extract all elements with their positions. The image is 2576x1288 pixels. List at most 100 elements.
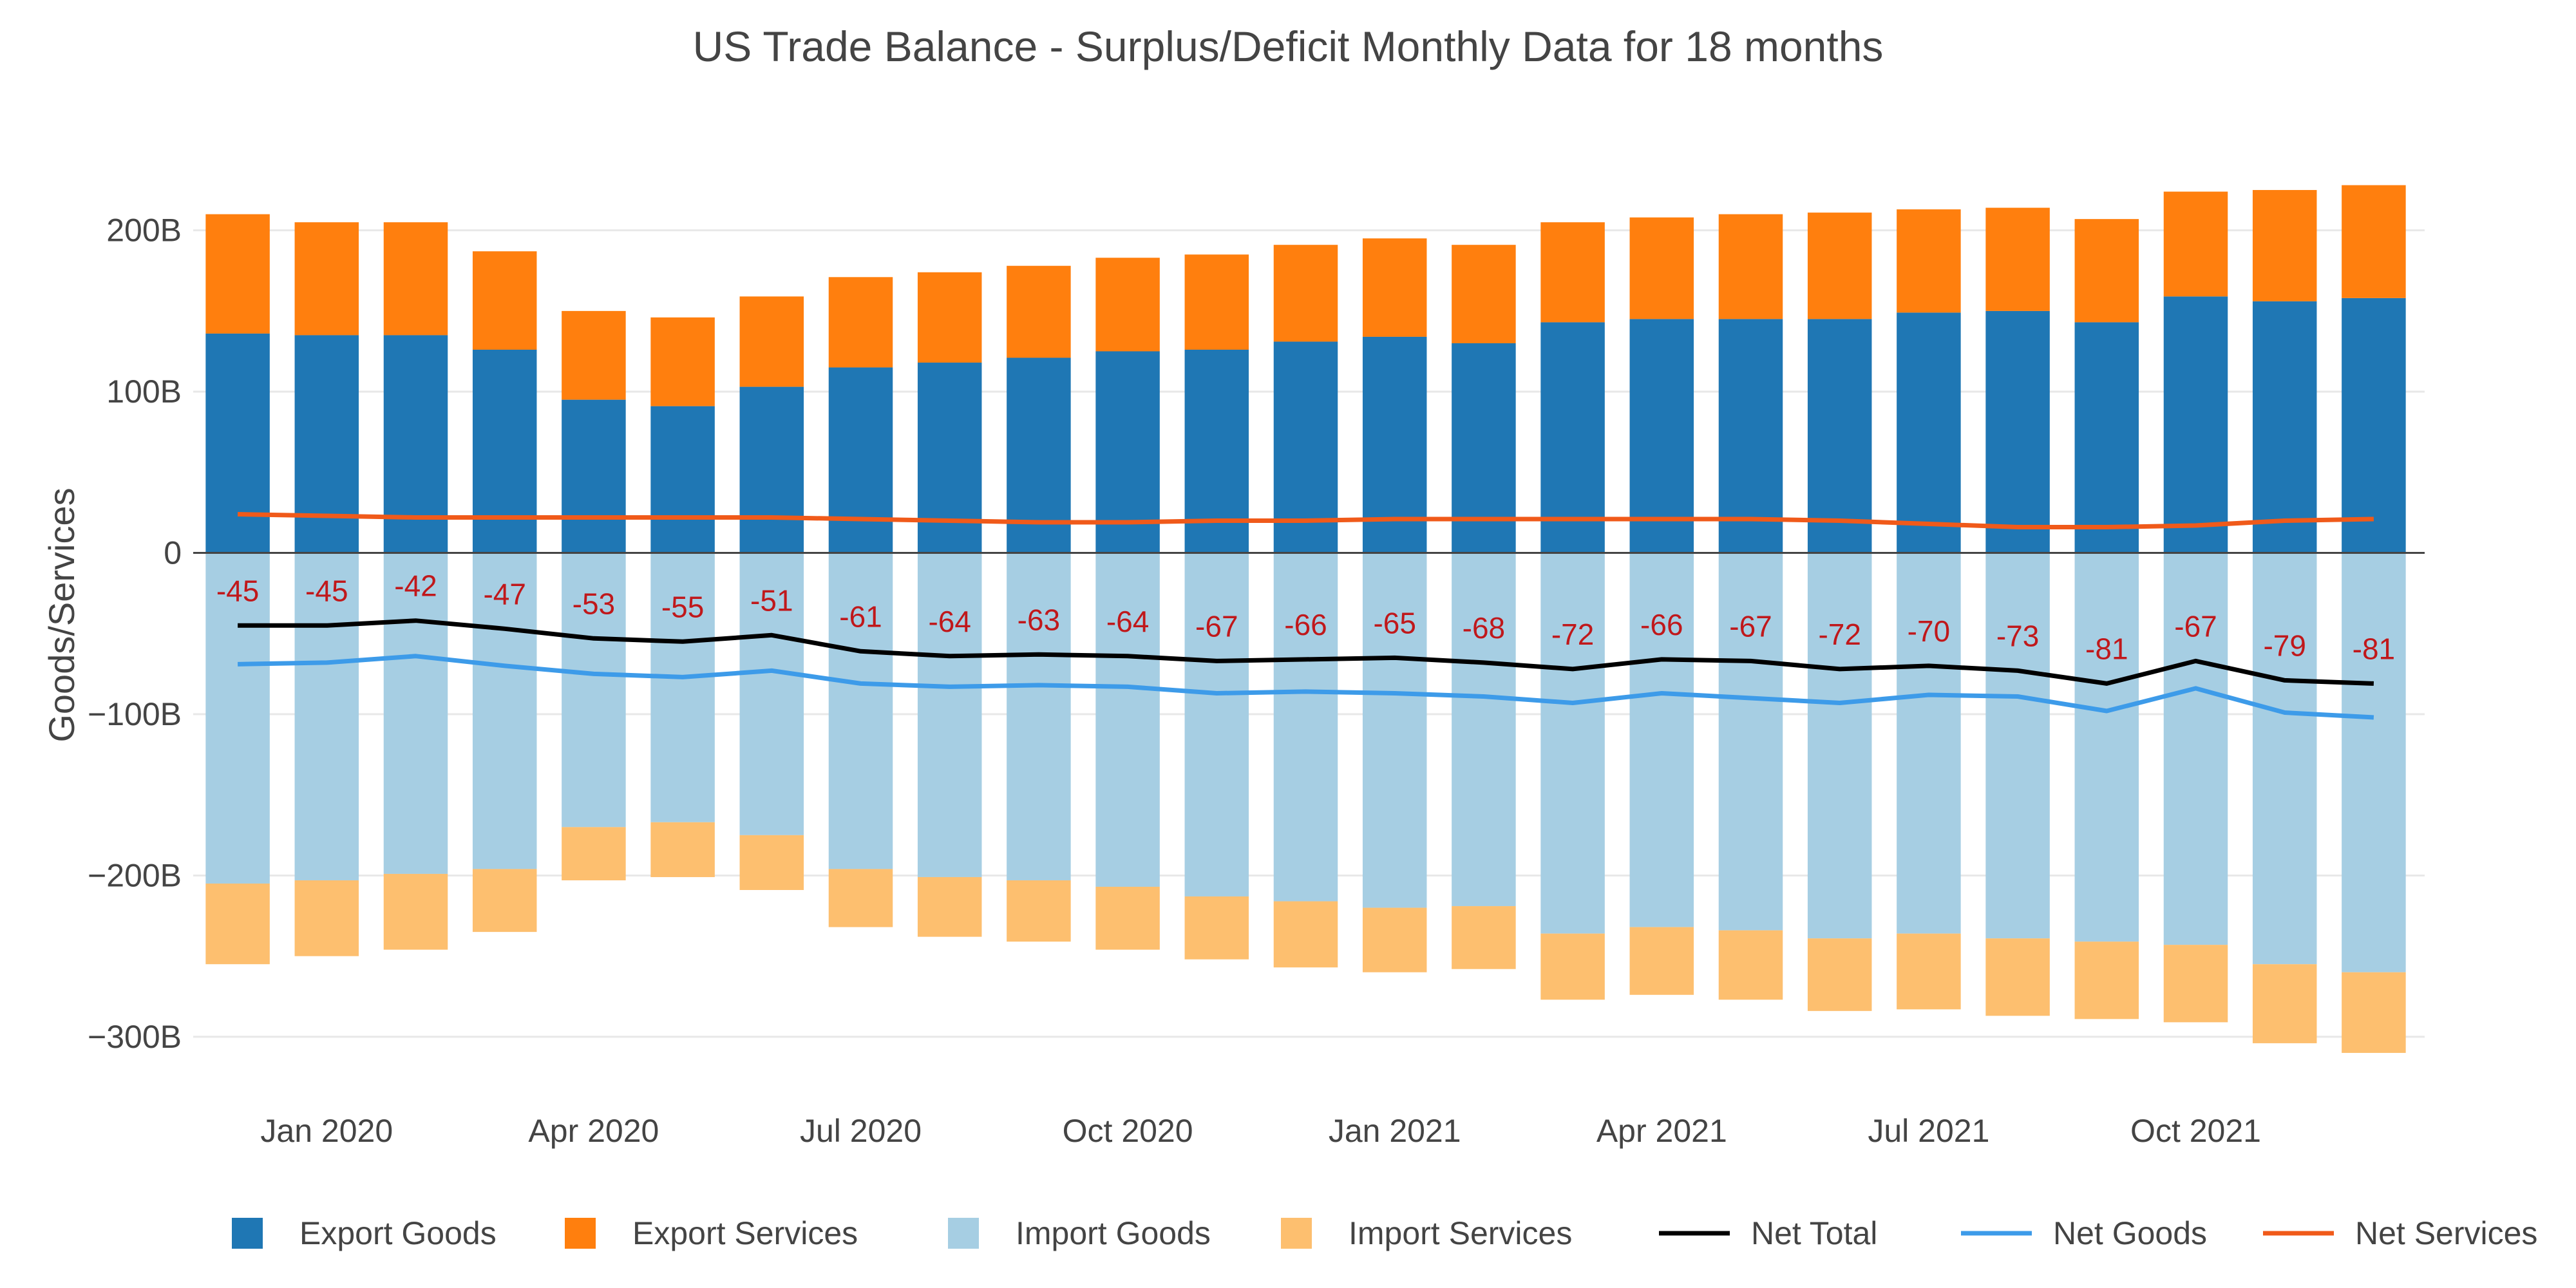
bar-import-services: [294, 880, 359, 956]
bar-export-services: [383, 222, 448, 336]
bar-export-goods: [1629, 319, 1694, 553]
bar-import-services: [472, 869, 537, 933]
bar-export-services: [1007, 265, 1071, 358]
bar-import-services: [828, 869, 893, 927]
bar-import-services: [2074, 942, 2139, 1019]
bar-export-services: [1362, 238, 1427, 337]
legend-swatch: [1281, 1218, 1312, 1249]
data-label: -66: [1640, 608, 1683, 641]
legend-swatch: [565, 1218, 596, 1249]
line-net-total: [238, 618, 2374, 686]
data-label: -72: [1818, 618, 1861, 651]
data-label: -67: [2174, 609, 2217, 643]
legend-label: Net Services: [2355, 1215, 2537, 1251]
bar-export-services: [917, 272, 982, 363]
data-label: -68: [1463, 611, 1505, 645]
bar-import-goods: [383, 553, 448, 874]
legend-item: Net Total: [1659, 1215, 1877, 1251]
y-tick-label: −300B: [88, 1019, 182, 1055]
bar-import-services: [1007, 880, 1071, 942]
bar-export-goods: [1452, 343, 1516, 553]
bar-export-services: [1985, 207, 2050, 311]
bar-import-services: [1362, 907, 1427, 972]
y-tick-label: −100B: [88, 696, 182, 732]
legend: Export Goods Export Services Import Goods I…: [232, 1215, 2537, 1251]
bar-import-services: [2163, 945, 2228, 1023]
bar-import-goods: [1540, 553, 1605, 934]
bar-export-services: [1718, 214, 1783, 319]
bar-export-goods: [383, 335, 448, 553]
bar-export-goods: [917, 363, 982, 553]
bar-import-goods: [650, 553, 715, 822]
x-tick-label: Jan 2020: [260, 1113, 393, 1149]
y-ticks: 200B 100B 0 −100B −200B −300B: [88, 213, 182, 1055]
bar-import-goods: [562, 553, 626, 828]
bar-export-goods: [739, 386, 804, 553]
data-label: -64: [1106, 605, 1149, 638]
x-tick-label: Oct 2020: [1063, 1113, 1193, 1149]
data-label: -70: [1908, 614, 1950, 648]
bar-import-services: [1897, 933, 1961, 1010]
bar-export-goods: [828, 367, 893, 553]
x-tick-label: Jan 2021: [1329, 1113, 1461, 1149]
bar-import-goods: [472, 553, 537, 869]
bar-import-services: [1184, 896, 1249, 960]
data-label: -42: [394, 569, 437, 603]
bar-import-goods: [1452, 553, 1516, 907]
bar-export-services: [1629, 217, 1694, 319]
data-label: -73: [1996, 619, 2039, 652]
bar-import-goods: [739, 553, 804, 835]
legend-label: Net Total: [1751, 1215, 1877, 1251]
bar-import-services: [1452, 906, 1516, 969]
y-axis-label: Goods/Services: [41, 488, 82, 742]
bar-export-services: [1095, 258, 1160, 352]
x-ticks: Jan 2020 Apr 2020 Jul 2020 Oct 2020 Jan 2021…: [260, 1113, 2261, 1149]
bar-import-goods: [2252, 553, 2317, 965]
bar-export-goods: [205, 333, 270, 553]
bar-import-services: [1985, 938, 2050, 1016]
y-tick-label: 0: [164, 535, 182, 571]
data-label: -61: [839, 600, 882, 633]
bar-export-services: [2163, 191, 2228, 297]
legend-item: Export Services: [565, 1215, 858, 1251]
bar-import-services: [917, 876, 982, 937]
legend-item: Import Goods: [948, 1215, 1211, 1251]
bar-import-goods: [1629, 553, 1694, 927]
bar-export-services: [205, 214, 270, 334]
bar-export-services: [1540, 222, 1605, 323]
bar-export-services: [2342, 185, 2406, 298]
bar-import-goods: [1095, 553, 1160, 887]
bar-export-goods: [472, 349, 537, 553]
legend-label: Export Goods: [299, 1215, 497, 1251]
x-tick-label: Apr 2021: [1596, 1113, 1727, 1149]
data-label: -66: [1284, 608, 1327, 641]
data-labels: -45 -45 -42 -47 -53 -55 -51 -61 -64 -63 -64 -67 -66 -…: [216, 569, 2395, 666]
data-label: -45: [216, 574, 259, 607]
bar-export-goods: [2252, 301, 2317, 553]
bar-export-services: [1184, 254, 1249, 350]
bar-export-services: [1807, 213, 1872, 319]
legend-item: Import Services: [1281, 1215, 1572, 1251]
bar-import-services: [383, 873, 448, 950]
data-label: -64: [928, 605, 971, 638]
bar-export-services: [739, 296, 804, 387]
bar-import-services: [1807, 938, 1872, 1011]
y-tick-label: 200B: [106, 213, 182, 249]
legend-label: Import Goods: [1016, 1215, 1211, 1251]
bar-export-services: [2252, 190, 2317, 301]
bar-import-services: [2342, 972, 2406, 1053]
bar-import-services: [205, 883, 270, 965]
bar-import-goods: [2074, 553, 2139, 942]
data-label: -72: [1551, 618, 1594, 651]
bar-export-services: [1897, 209, 1961, 313]
data-label: -51: [750, 583, 793, 617]
bar-import-goods: [1007, 553, 1071, 880]
data-label: -65: [1373, 606, 1416, 639]
bar-export-services: [294, 222, 359, 336]
legend-item: Export Goods: [232, 1215, 497, 1251]
bar-import-goods: [1985, 553, 2050, 939]
legend-swatch: [232, 1218, 263, 1249]
data-label: -81: [2353, 632, 2395, 665]
bar-import-goods: [294, 553, 359, 880]
